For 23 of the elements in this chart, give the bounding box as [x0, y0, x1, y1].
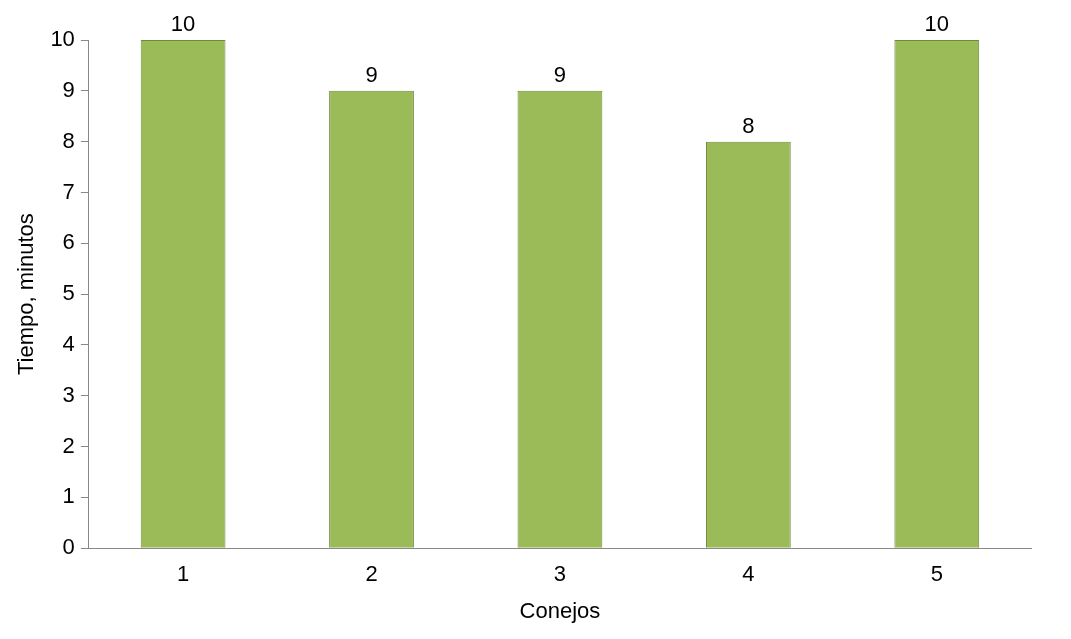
- y-tick-label: 8: [62, 127, 75, 153]
- y-tick-label: 0: [62, 534, 75, 560]
- x-tick-label: 5: [930, 561, 943, 587]
- y-tick-label: 1: [62, 483, 75, 509]
- y-tick-label: 9: [62, 76, 75, 102]
- x-tick-label: 1: [176, 561, 190, 587]
- data-label: 10: [170, 11, 196, 37]
- y-tick-label: 4: [62, 330, 75, 356]
- y-tick-label: 10: [50, 26, 75, 52]
- y-tick-label: 5: [62, 280, 75, 306]
- y-tick-label: 7: [62, 178, 75, 204]
- x-tick-label: 3: [553, 561, 567, 587]
- y-tick-label: 3: [62, 381, 75, 407]
- x-tick-label: 2: [365, 561, 378, 587]
- data-label: 8: [742, 112, 755, 138]
- data-label: 9: [365, 61, 378, 87]
- data-label: 10: [924, 11, 950, 37]
- y-tick-label: 2: [62, 432, 75, 458]
- x-tick-label: 4: [742, 561, 755, 587]
- y-axis-title: Tiempo, minutos: [13, 213, 39, 376]
- y-tick-label: 6: [62, 229, 75, 255]
- data-label: 9: [553, 61, 567, 87]
- x-axis-title: Conejos: [519, 597, 601, 623]
